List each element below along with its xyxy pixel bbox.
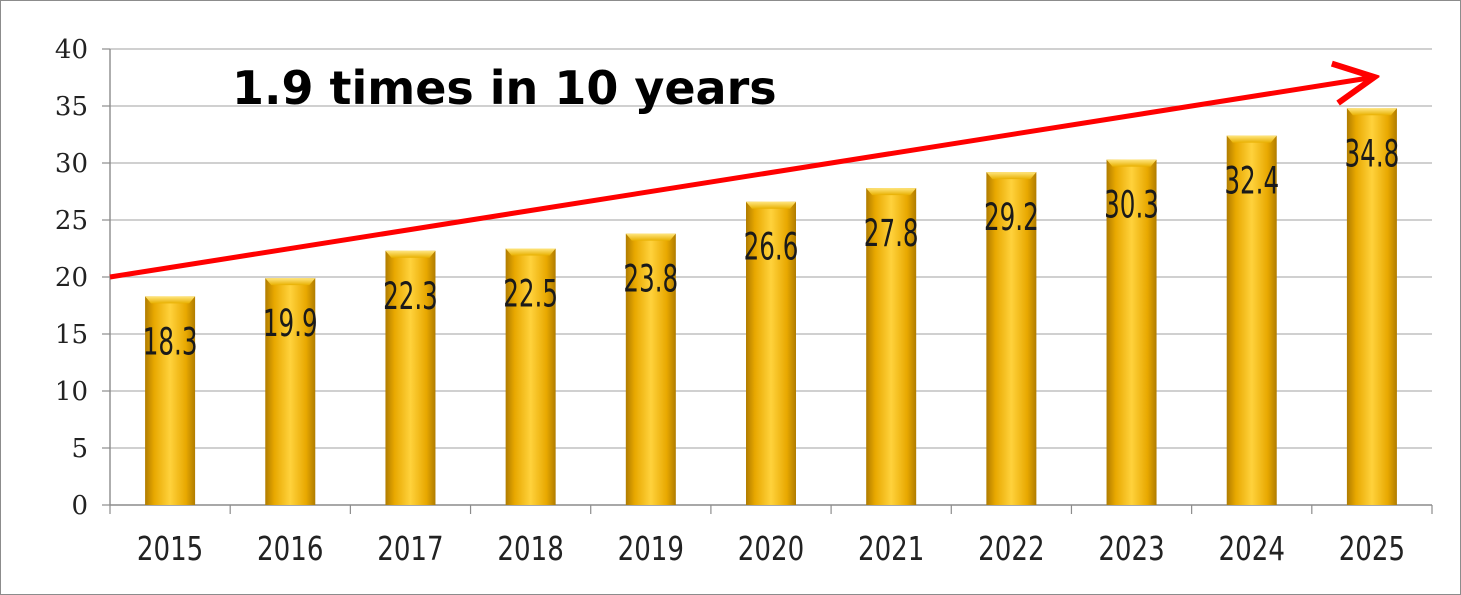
x-tick-label: 2019 [618,530,684,569]
y-tick-label: 40 [55,35,88,65]
data-labels: 18.3 19.9 22.3 22.5 23.8 26.6 27.8 29.2 30.3 32.4… [143,133,1400,364]
x-tick-label: 2024 [1219,530,1285,569]
bar-body [625,233,676,505]
bar-body [746,201,796,505]
bar-2019 [625,233,676,505]
x-tick-label: 2015 [137,530,203,569]
bar-2022 [986,172,1037,505]
data-label: 30.3 [1104,184,1159,227]
y-axis-ticks: 0 5 10 15 20 25 30 35 40 [55,35,88,521]
bar-body [1346,108,1397,505]
x-tick-label: 2023 [1098,530,1164,569]
bar-2016 [265,278,316,505]
bars [145,108,1397,505]
y-tick-label: 0 [71,491,88,521]
bar-2017 [385,250,436,505]
bar-body [145,296,196,505]
bar-body [866,188,917,505]
x-axis-ticks: 2015 2016 2017 2018 2019 2020 2021 2022 2023 2024… [137,530,1405,569]
data-label: 32.4 [1224,161,1279,204]
bar-body [1226,135,1277,505]
bar-body [385,250,436,505]
x-tick-label: 2018 [497,530,563,569]
data-label: 18.3 [143,321,198,364]
bar-cap [1226,135,1277,143]
bar-cap [746,201,796,209]
x-tick-label: 2017 [377,530,443,569]
bar-2018 [505,248,556,505]
bar-2025 [1346,108,1397,505]
y-tick-label: 5 [71,434,88,464]
bar-cap [866,188,917,196]
bar-body [265,278,316,505]
bar-cap [505,248,556,256]
bar-2020 [746,201,796,505]
y-tick-label: 35 [55,92,88,122]
bar-cap [145,296,196,304]
data-label: 29.2 [984,197,1039,240]
data-label: 22.3 [383,276,438,319]
data-label: 27.8 [864,213,919,256]
x-tick-label: 2022 [978,530,1044,569]
bar-2024 [1226,135,1277,505]
bar-cap [1106,159,1157,167]
bar-2021 [866,188,917,505]
x-tick-label: 2016 [257,530,323,569]
bar-cap [986,172,1037,180]
bar-body [986,172,1037,505]
data-label: 23.8 [623,259,678,302]
data-label: 26.6 [744,227,799,270]
y-tick-label: 15 [55,320,88,350]
bar-body [505,248,556,505]
data-label: 34.8 [1345,133,1400,176]
x-tick-label: 2021 [858,530,924,569]
y-tick-label: 30 [55,149,88,179]
bar-2015 [145,296,196,505]
y-tick-label: 25 [55,206,88,236]
bar-body [1106,159,1157,505]
y-tick-label: 10 [55,377,88,407]
bar-cap [385,250,436,258]
x-tick-label: 2025 [1339,530,1405,569]
bar-cap [265,278,316,286]
bar-cap [625,233,676,241]
y-tick-label: 20 [55,263,88,293]
data-label: 22.5 [503,273,558,316]
bar-2023 [1106,159,1157,505]
data-label: 19.9 [263,303,318,346]
x-tick-label: 2020 [738,530,804,569]
trend-arrow [109,78,1372,280]
growth-annotation: 1.9 times in 10 years [232,61,777,115]
bar-cap [1346,108,1397,116]
